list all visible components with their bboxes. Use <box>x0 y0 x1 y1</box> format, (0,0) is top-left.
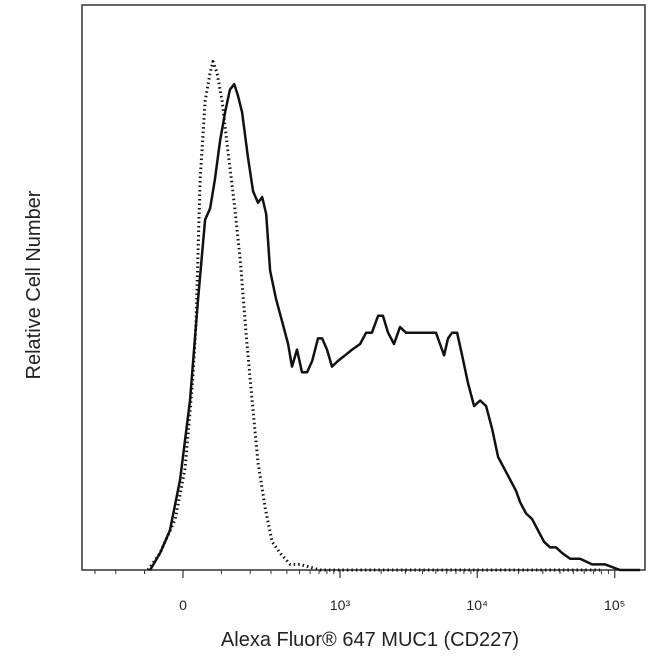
x-tick-label: 10³ <box>330 597 351 613</box>
x-tick-label: 10⁴ <box>466 597 488 613</box>
histogram-line <box>146 60 601 572</box>
x-tick-label: 0 <box>179 597 187 613</box>
plot-frame <box>81 4 646 571</box>
x-tick-label: 10⁵ <box>604 597 625 613</box>
x-axis-label: Alexa Fluor® 647 MUC1 (CD227) <box>221 629 519 651</box>
y-axis-label: Relative Cell Number <box>23 190 45 379</box>
histogram-line <box>149 82 641 572</box>
